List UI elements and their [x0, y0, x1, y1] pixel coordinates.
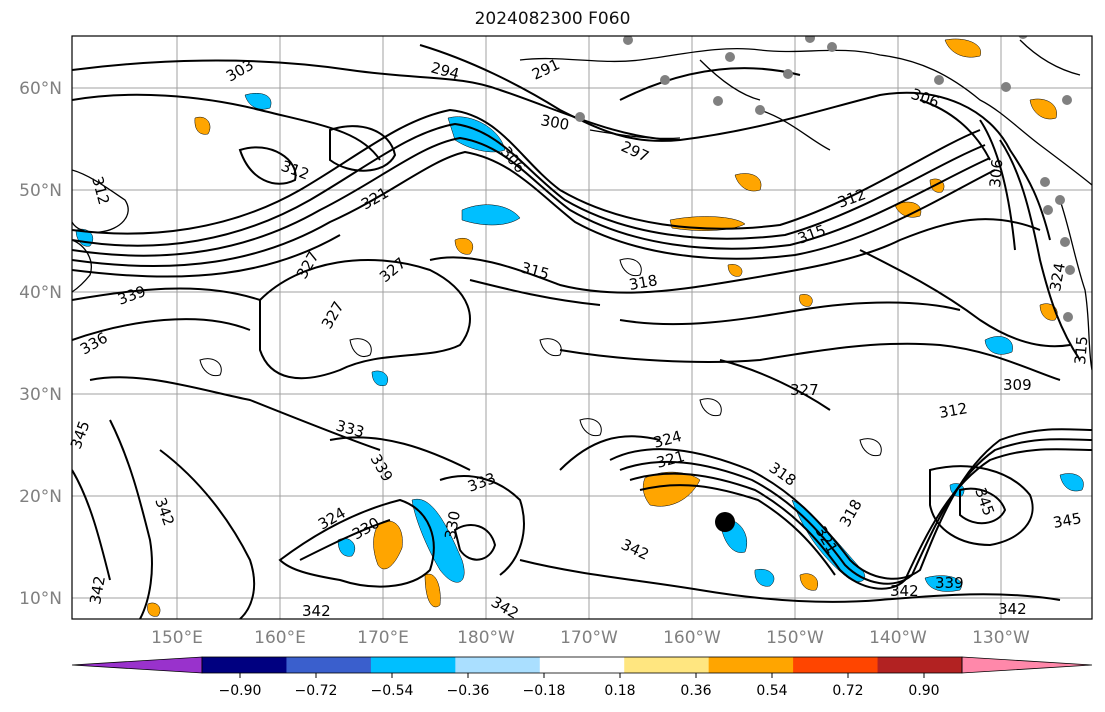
lon-tick-170e: 170°E — [357, 628, 409, 648]
colorbar-tick-label: 0.90 — [908, 683, 939, 699]
lon-tick-130w: 130°W — [972, 628, 1030, 648]
contour-label: 345 — [1052, 509, 1083, 532]
contour-label: 318 — [628, 271, 659, 294]
colorbar-segment — [202, 657, 287, 673]
colorbar-tick-label: −0.36 — [447, 683, 490, 699]
station-dots — [575, 36, 1075, 322]
colorbar-extend-low — [71, 656, 203, 674]
lon-tick-150w: 150°W — [766, 628, 824, 648]
contour-label: 339 — [935, 574, 964, 592]
colorbar-segment — [877, 657, 963, 673]
lon-tick-150e: 150°E — [151, 628, 203, 648]
contour-lines — [72, 44, 1092, 619]
colorbar-tick-label: −0.90 — [219, 683, 262, 699]
contour-label: 306 — [986, 158, 1006, 188]
colorbar-segment — [455, 657, 541, 673]
colorbar-tick-label: 0.18 — [604, 683, 635, 699]
contour-label: 342 — [86, 574, 109, 605]
contour-label: 312 — [938, 399, 969, 422]
lat-tick-10n: 10°N — [19, 589, 62, 609]
lon-tick-180w: 180°W — [457, 628, 515, 648]
colorbar-outline — [201, 656, 963, 674]
colorbar-segment — [708, 657, 794, 673]
lat-tick-60n: 60°N — [19, 79, 62, 99]
colorbar-tick-label: −0.18 — [523, 683, 566, 699]
grid-lines — [72, 36, 1092, 619]
thin-contours — [199, 258, 882, 457]
lon-tick-160w: 160°W — [663, 628, 721, 648]
colorbar-tick-label: 0.36 — [680, 683, 711, 699]
contour-label: 330 — [441, 509, 464, 540]
colorbar-segment — [539, 657, 625, 673]
lon-tick-170w: 170°W — [560, 628, 618, 648]
lat-tick-labels: 10°N 20°N 30°N 40°N 50°N 60°N — [19, 79, 62, 609]
contour-label: 315 — [1071, 335, 1091, 365]
colorbar-extend-high — [961, 656, 1093, 674]
cyclone-center-marker — [715, 512, 735, 532]
lon-tick-160e: 160°E — [254, 628, 306, 648]
colorbar: −0.90 −0.72 −0.54 −0.36 −0.18 0.18 0.36 0.54 0.7… — [71, 656, 1093, 699]
colorbar-segment — [624, 657, 710, 673]
coastlines — [72, 39, 1092, 371]
colorbar-segment — [793, 657, 879, 673]
contour-label: 342 — [998, 600, 1027, 618]
colorbar-tick-label: −0.54 — [371, 683, 414, 699]
colorbar-tick-label: 0.54 — [756, 683, 787, 699]
colorbar-tick-label: −0.72 — [295, 683, 338, 699]
map-title: 2024082300 F060 — [474, 9, 631, 29]
contour-label: 309 — [1003, 376, 1032, 394]
colorbar-segment — [286, 657, 372, 673]
contour-label: 324 — [1046, 261, 1069, 292]
lat-tick-30n: 30°N — [19, 385, 62, 405]
lon-tick-140w: 140°W — [869, 628, 927, 648]
colorbar-tick-label: 0.72 — [832, 683, 863, 699]
lat-tick-20n: 20°N — [19, 487, 62, 507]
lat-tick-50n: 50°N — [19, 181, 62, 201]
plot-area — [72, 36, 1092, 619]
contour-label: 342 — [302, 602, 331, 620]
colorbar-segment — [370, 657, 456, 673]
lon-tick-labels: 150°E 160°E 170°E 180°W 170°W 160°W 150°… — [151, 628, 1030, 648]
contour-label: 342 — [890, 582, 919, 600]
map-frame — [71, 35, 1093, 620]
contour-label: 327 — [790, 381, 819, 399]
lat-tick-40n: 40°N — [19, 283, 62, 303]
contour-label: 300 — [539, 111, 570, 134]
